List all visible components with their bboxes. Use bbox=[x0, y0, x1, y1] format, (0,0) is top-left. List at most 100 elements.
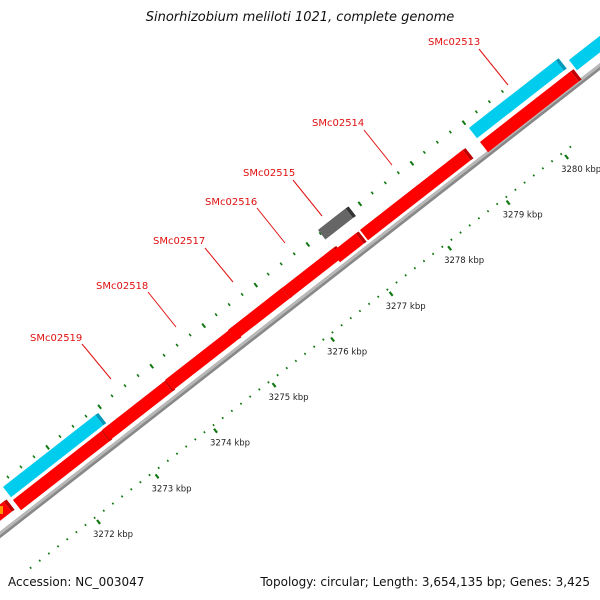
ruler-dot bbox=[166, 459, 170, 463]
ruler-dot bbox=[441, 245, 444, 249]
ruler-dot bbox=[184, 445, 188, 448]
ruler-major-tick bbox=[213, 428, 218, 434]
outer-dot bbox=[461, 120, 467, 126]
outer-dot bbox=[175, 343, 179, 347]
gene-box-3-face bbox=[165, 328, 239, 391]
ruler-dot bbox=[29, 566, 32, 570]
ruler-dot bbox=[175, 452, 179, 455]
ruler-dot bbox=[477, 216, 481, 220]
ruler-dot bbox=[38, 559, 42, 562]
outer-dot bbox=[136, 373, 140, 378]
ruler-dot bbox=[212, 423, 215, 427]
gene-labels: SMc02519 SMc02518 SMc02517 SMc02516 SMc02515… bbox=[30, 37, 509, 380]
outer-dot bbox=[240, 292, 244, 297]
gene-box-8 bbox=[480, 69, 582, 153]
ruler-dot bbox=[157, 466, 160, 470]
gene-label-text: SMc02514 bbox=[312, 118, 364, 129]
outer-dot bbox=[201, 323, 207, 329]
outer-dot bbox=[422, 150, 426, 155]
gene-box-cyan-3-face bbox=[569, 35, 600, 71]
outer-dot bbox=[474, 110, 478, 114]
ruler-dot bbox=[349, 316, 353, 320]
ruler-dot bbox=[495, 202, 499, 206]
ruler-dot bbox=[523, 181, 526, 184]
ruler-dot bbox=[312, 345, 316, 348]
outer-dot bbox=[110, 394, 114, 398]
outer-dot bbox=[45, 444, 50, 450]
gene-label-smc02519[interactable]: SMc02519 bbox=[30, 333, 112, 380]
gene-box-gray bbox=[318, 206, 356, 240]
ruler-tick-label: 3273 kbp bbox=[152, 484, 192, 494]
ruler-dot bbox=[84, 523, 87, 527]
outer-dot bbox=[123, 384, 127, 388]
outer-dot bbox=[500, 89, 504, 94]
ruler-major-tick bbox=[388, 291, 394, 297]
gene-box-cyan-1 bbox=[3, 413, 107, 498]
outer-dot bbox=[227, 302, 231, 307]
ruler-dot bbox=[431, 252, 435, 256]
ruler-dot bbox=[111, 502, 115, 505]
gene-box-8-side bbox=[570, 69, 582, 82]
ruler-dot bbox=[450, 238, 453, 241]
ruler-dot bbox=[230, 409, 234, 413]
outer-dot bbox=[305, 241, 311, 248]
outer-dot bbox=[487, 99, 491, 104]
ruler-dot bbox=[47, 552, 51, 555]
ruler-dot bbox=[294, 359, 298, 363]
ruler-major-tick bbox=[154, 473, 160, 479]
gene-box-cyan-2-face bbox=[469, 60, 564, 139]
gene-label-smc02517[interactable]: SMc02517 bbox=[153, 236, 234, 283]
gene-box-7-face bbox=[360, 150, 471, 241]
gene-box-cyan-2-side bbox=[555, 58, 567, 71]
ruler-major-tick bbox=[564, 154, 570, 160]
gene-label-smc02514[interactable]: SMc02514 bbox=[312, 118, 393, 166]
gene-label-smc02516[interactable]: SMc02516 bbox=[205, 197, 286, 244]
ruler-dot bbox=[468, 224, 471, 227]
gene-label-smc02518[interactable]: SMc02518 bbox=[96, 281, 177, 328]
ruler-dot bbox=[129, 488, 133, 491]
outer-dot bbox=[19, 465, 23, 469]
backbone-line bbox=[0, 63, 600, 539]
outer-feature-dots bbox=[6, 89, 504, 479]
ruler-major-tick bbox=[271, 382, 277, 388]
ruler-dot bbox=[505, 195, 508, 199]
outer-dot bbox=[32, 455, 36, 459]
ruler-dot bbox=[514, 188, 517, 192]
gene-box-edge-side bbox=[3, 499, 15, 512]
outer-dot bbox=[435, 140, 439, 144]
outer-dot bbox=[266, 272, 270, 276]
gene-label-leader bbox=[256, 207, 286, 244]
outer-dot bbox=[357, 201, 363, 207]
gene-label-smc02515[interactable]: SMc02515 bbox=[243, 168, 323, 217]
gene-box-8-face bbox=[480, 71, 579, 153]
ruler-major-tick bbox=[96, 519, 101, 525]
ruler-dot bbox=[285, 366, 288, 370]
ruler-dot bbox=[148, 473, 151, 477]
gene-box-5-face bbox=[282, 248, 342, 299]
gene-box-7 bbox=[360, 148, 474, 241]
outer-dot bbox=[6, 475, 10, 479]
ruler-major-tick bbox=[330, 336, 335, 343]
outer-dot bbox=[409, 160, 415, 166]
gene-box-gray-face bbox=[318, 208, 353, 240]
outer-dot bbox=[97, 404, 102, 410]
ruler: 3272 kbp 3273 kbp 3274 kbp 3275 kbp 3276 kbp… bbox=[29, 145, 600, 570]
ruler-dot bbox=[459, 231, 462, 234]
gene-box-gray-side bbox=[345, 206, 356, 218]
gene-label-text: SMc02513 bbox=[428, 37, 480, 48]
accession-text: Accession: NC_003047 bbox=[8, 575, 145, 589]
gene-box-2-face bbox=[102, 381, 173, 441]
ruler-dot bbox=[340, 323, 343, 327]
outer-dot bbox=[396, 170, 400, 175]
ruler-tick-label: 3275 kbp bbox=[269, 393, 309, 403]
ruler-tick-label: 3272 kbp bbox=[93, 530, 133, 540]
gene-label-smc02513[interactable]: SMc02513 bbox=[428, 37, 509, 86]
ruler-major-tick bbox=[505, 199, 511, 206]
outer-dot bbox=[279, 262, 283, 266]
ruler-dot bbox=[102, 509, 106, 513]
gene-label-text: SMc02518 bbox=[96, 281, 148, 292]
ruler-dot bbox=[203, 430, 206, 434]
ruler-dot bbox=[93, 516, 96, 520]
outer-dot bbox=[84, 414, 88, 418]
ruler-dot bbox=[541, 167, 545, 170]
